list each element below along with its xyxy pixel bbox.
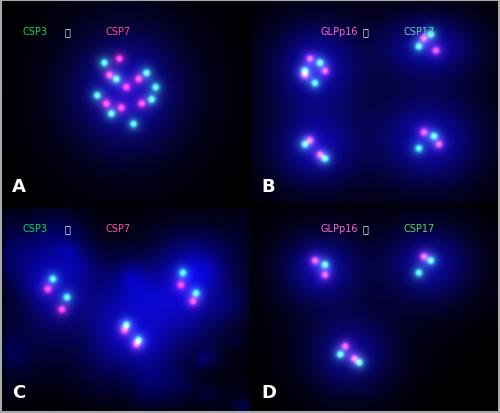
Text: C: C (12, 383, 26, 401)
Text: A: A (12, 177, 26, 195)
Text: 、: 、 (64, 224, 70, 234)
Text: CSP17: CSP17 (404, 224, 435, 234)
Text: CSP17: CSP17 (404, 26, 435, 37)
Text: B: B (261, 177, 274, 195)
Text: D: D (261, 383, 276, 401)
Text: CSP3: CSP3 (22, 26, 47, 37)
Text: 、: 、 (362, 26, 368, 37)
Text: CSP7: CSP7 (106, 26, 131, 37)
Text: GLPp16: GLPp16 (320, 224, 358, 234)
Text: CSP7: CSP7 (106, 224, 131, 234)
Text: 、: 、 (362, 224, 368, 234)
Text: 、: 、 (64, 26, 70, 37)
Text: CSP3: CSP3 (22, 224, 47, 234)
Text: GLPp16: GLPp16 (320, 26, 358, 37)
